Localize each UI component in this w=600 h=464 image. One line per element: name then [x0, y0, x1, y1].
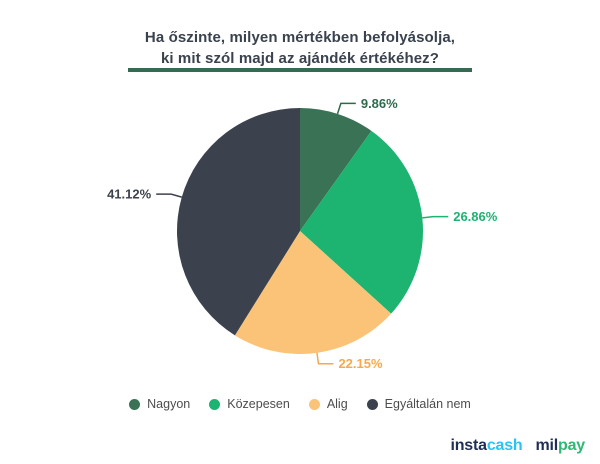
legend-item-2: Közepesen [209, 397, 290, 411]
instacash-logo-part1: insta [450, 437, 487, 454]
legend-label: Nagyon [147, 397, 191, 411]
milpay-logo: milpay [535, 437, 585, 455]
pie-slice-1 [300, 108, 372, 231]
label-leader-line [422, 215, 449, 219]
legend-item-4: Egyáltalán nem [366, 397, 471, 411]
slice-percentage-label: 41.12% [107, 187, 152, 202]
legend-item-3: Alig [308, 397, 348, 411]
pie-slice-4 [177, 108, 300, 336]
milpay-logo-part1: mil [535, 437, 559, 454]
legend-dot-icon [308, 398, 320, 410]
instacash-logo-part2: cash [486, 437, 523, 454]
pie-slice-3 [234, 231, 392, 354]
page-title: Ha őszinte, milyen mértékben befolyásolj… [0, 27, 600, 69]
pie-slice-2 [300, 130, 424, 314]
footer-logos: instacash milpay [450, 437, 585, 455]
legend-label: Alig [326, 397, 348, 411]
legend-dot-icon [366, 398, 378, 410]
legend-item-1: Nagyon [129, 397, 190, 411]
label-leader-line [336, 102, 356, 115]
legend-label: Egyáltalán nem [384, 397, 471, 411]
slice-percentage-label: 26.86% [453, 209, 498, 224]
title-underline [128, 68, 472, 72]
legend: Nagyon Közepesen Alig Egyáltalán nem [0, 397, 600, 411]
title-line-2: ki mit szól majd az ajándék értékéhez? [160, 50, 440, 67]
legend-label: Közepesen [227, 397, 290, 411]
title-line-1: Ha őszinte, milyen mértékben befolyásolj… [144, 29, 456, 46]
slice-percentage-label: 9.86% [361, 96, 398, 111]
legend-dot-icon [129, 398, 141, 410]
legend-dot-icon [209, 398, 221, 410]
slice-percentage-label: 22.15% [338, 356, 383, 371]
milpay-logo-part2: pay [558, 437, 585, 454]
instacash-logo: instacash [450, 437, 522, 455]
label-leader-line [156, 193, 182, 198]
label-leader-line [316, 352, 334, 365]
